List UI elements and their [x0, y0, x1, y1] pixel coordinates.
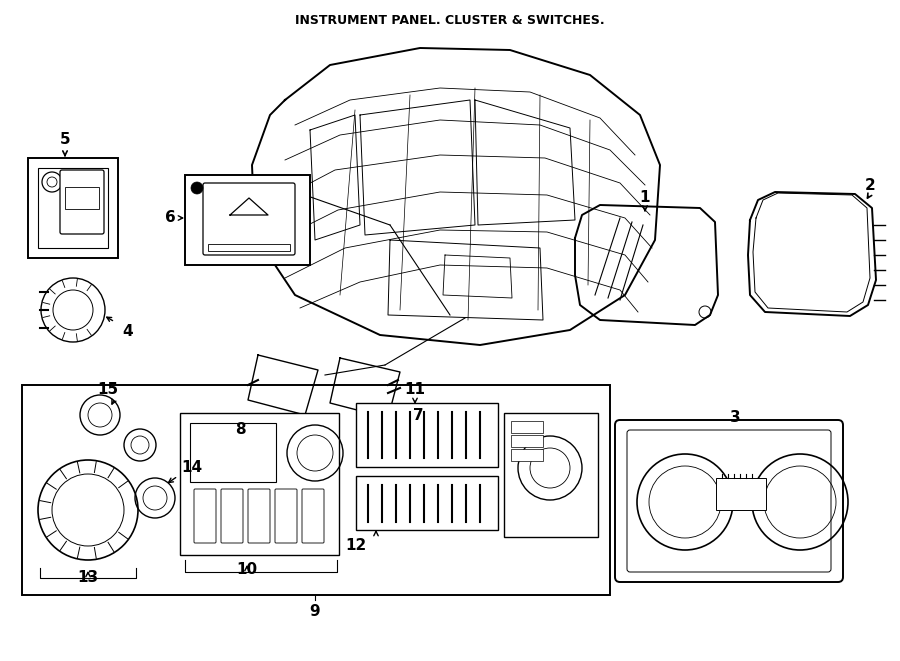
Text: 11: 11 — [404, 383, 426, 397]
FancyBboxPatch shape — [221, 489, 243, 543]
FancyBboxPatch shape — [190, 423, 276, 482]
Polygon shape — [230, 198, 268, 215]
Polygon shape — [22, 385, 610, 595]
FancyBboxPatch shape — [511, 421, 543, 433]
Text: 8: 8 — [235, 422, 246, 438]
FancyBboxPatch shape — [194, 489, 216, 543]
Text: 15: 15 — [97, 383, 119, 397]
FancyBboxPatch shape — [65, 187, 99, 209]
FancyBboxPatch shape — [716, 478, 766, 510]
Text: INSTRUMENT PANEL. CLUSTER & SWITCHES.: INSTRUMENT PANEL. CLUSTER & SWITCHES. — [295, 13, 605, 26]
Polygon shape — [185, 175, 310, 265]
Circle shape — [191, 182, 203, 194]
Text: 9: 9 — [310, 605, 320, 619]
Text: 5: 5 — [59, 132, 70, 147]
FancyBboxPatch shape — [511, 449, 543, 461]
FancyBboxPatch shape — [275, 489, 297, 543]
Text: 7: 7 — [413, 407, 423, 422]
FancyBboxPatch shape — [356, 403, 498, 467]
FancyBboxPatch shape — [627, 430, 831, 572]
FancyBboxPatch shape — [180, 413, 339, 555]
Text: 3: 3 — [730, 410, 741, 426]
FancyBboxPatch shape — [208, 244, 290, 251]
Text: 6: 6 — [165, 210, 176, 225]
Polygon shape — [28, 158, 118, 258]
FancyBboxPatch shape — [203, 183, 295, 255]
Text: 14: 14 — [182, 461, 202, 475]
FancyBboxPatch shape — [615, 420, 843, 582]
Text: 1: 1 — [640, 190, 650, 206]
Text: 10: 10 — [237, 563, 257, 578]
FancyBboxPatch shape — [248, 489, 270, 543]
Text: 13: 13 — [77, 570, 99, 586]
FancyBboxPatch shape — [504, 413, 598, 537]
FancyBboxPatch shape — [356, 476, 498, 530]
FancyBboxPatch shape — [302, 489, 324, 543]
Text: 12: 12 — [346, 537, 366, 553]
FancyBboxPatch shape — [511, 435, 543, 447]
Text: 4: 4 — [122, 325, 133, 340]
FancyBboxPatch shape — [60, 170, 104, 234]
Text: 2: 2 — [865, 178, 876, 192]
